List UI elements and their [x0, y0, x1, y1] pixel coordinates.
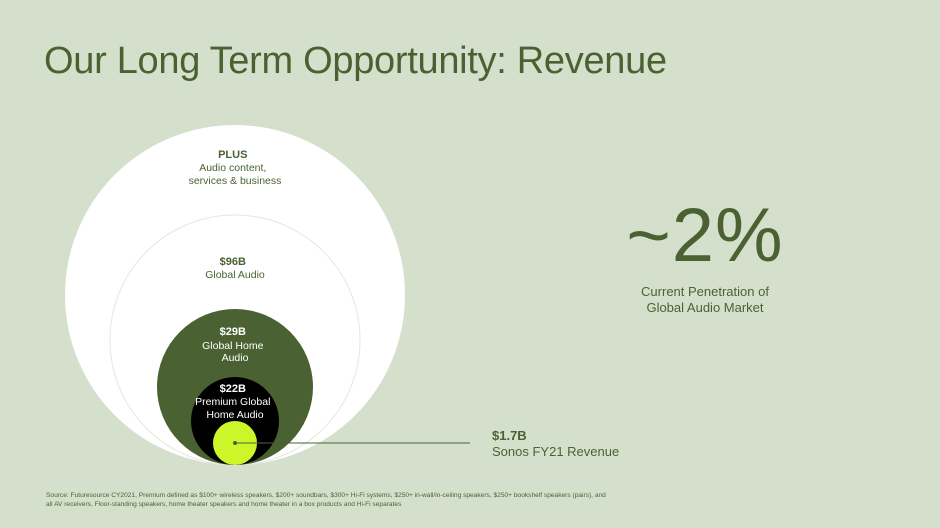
home-audio-label-line1: Global Home: [202, 340, 263, 352]
page-title: Our Long Term Opportunity: Revenue: [44, 40, 667, 82]
global-audio-label: Global Audio: [205, 269, 265, 281]
svg-text:$96B Global Audio: $96B Global Audio: [205, 252, 265, 281]
svg-text:$22B Premium Global Ho: $22B Premium Global Home Audio: [195, 379, 275, 421]
sonos-leader-dot: [233, 441, 237, 445]
svg-text:$29B Global Home Audio: $29B Global Home Audio: [202, 322, 268, 364]
premium-value: $22B: [220, 383, 246, 395]
svg-text:$1.7B Sonos FY21 Revenue: $1.7B Sonos FY21 Revenue: [492, 427, 619, 459]
penetration-value: ~2%: [626, 193, 784, 278]
source-footnote: Source: Futuresource CY2021, Premium def…: [46, 492, 606, 508]
penetration-caption: Current Penetration of Global Audio Mark…: [641, 284, 769, 315]
penetration-stat: ~2% Current Penetration of Global Audio …: [590, 193, 820, 316]
svg-text:PLUS Audio content, se: PLUS Audio content, services & business: [189, 145, 282, 187]
global-audio-value: $96B: [220, 256, 246, 268]
sonos-label: Sonos FY21 Revenue: [492, 444, 619, 459]
premium-label-line1: Premium Global: [195, 396, 270, 408]
plus-label: PLUS: [218, 149, 247, 161]
plus-desc-line2: services & business: [189, 175, 282, 187]
sonos-value: $1.7B: [492, 428, 527, 443]
home-audio-value: $29B: [220, 326, 246, 338]
plus-desc-line1: Audio content,: [199, 162, 266, 174]
home-audio-label-line2: Audio: [222, 352, 249, 364]
premium-label-line2: Home Audio: [206, 409, 263, 421]
